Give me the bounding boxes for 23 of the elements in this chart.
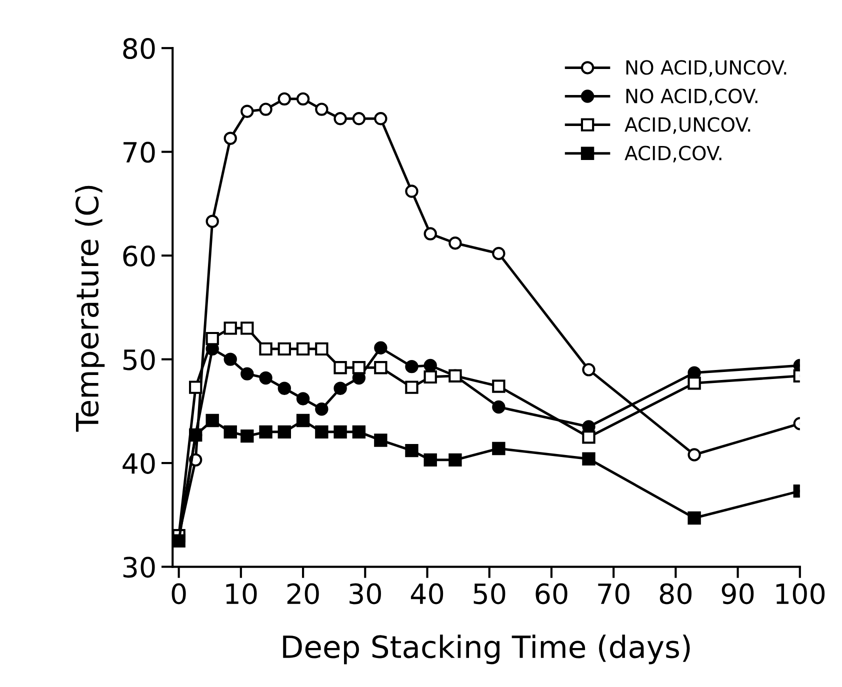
y-tick-label: 50 xyxy=(123,349,155,370)
x-tick-label: 90 xyxy=(722,583,754,604)
y-tick-label: 80 xyxy=(123,38,155,60)
x-tick-label: 40 xyxy=(410,583,444,604)
y-tick-label: 70 xyxy=(124,142,155,163)
legend-label: NO ACID,COV. xyxy=(626,88,758,106)
x-tick-label: 10 xyxy=(226,583,257,604)
x-tick-label: 100 xyxy=(776,583,825,604)
legend-label: ACID,UNCOV. xyxy=(624,117,750,134)
x-tick-label: 50 xyxy=(474,583,506,604)
x-tick-label: 60 xyxy=(536,583,568,604)
y-tick-label: 40 xyxy=(122,452,155,474)
y-axis-title: Temperature (C) xyxy=(75,186,105,432)
x-tick-label: 0 xyxy=(172,583,186,604)
y-tick-label: 30 xyxy=(123,556,155,578)
x-tick-label: 80 xyxy=(660,583,692,604)
x-tick-label: 30 xyxy=(350,583,381,604)
legend-label: NO ACID,UNCOV. xyxy=(626,60,786,77)
x-axis-title: Deep Stacking Time (days) xyxy=(283,634,690,664)
y-tick-label: 60 xyxy=(123,246,155,267)
x-tick-label: 20 xyxy=(287,583,319,604)
legend-label: ACID,COV. xyxy=(624,146,722,162)
x-tick-label: 70 xyxy=(598,583,630,604)
